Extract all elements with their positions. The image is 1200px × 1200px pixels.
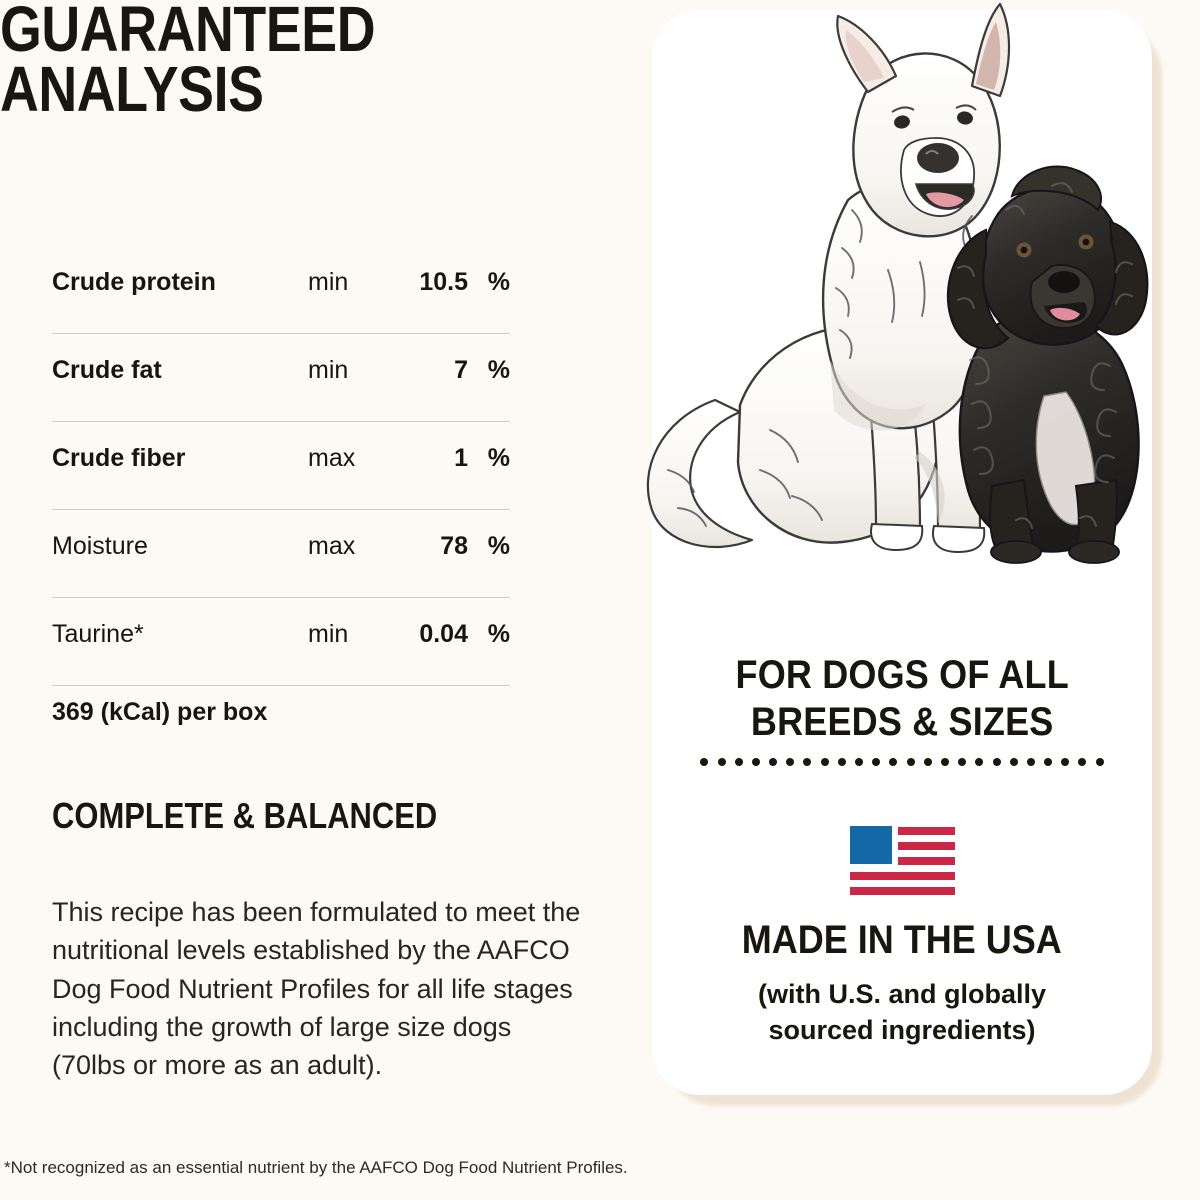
dotted-divider [652,758,1152,766]
divider-dot [769,758,778,766]
nutrient-qualifier: min [308,356,349,384]
nutrient-value: 1 [454,444,468,472]
flag-stripe [897,842,955,850]
nutrient-unit: % [487,356,510,384]
table-row: Crude protein min 10.5 % [52,246,510,334]
nutrient-value: 0.04 [419,620,468,648]
nutrient-qualifier: min [308,268,349,296]
divider-dot [906,758,915,766]
nutrient-unit: % [487,268,510,296]
divider-dot [1061,758,1070,766]
divider-dot [734,758,743,766]
flag-canton [849,826,892,864]
nutrient-value: 10.5 [419,268,468,296]
nutrient-value: 78 [440,532,468,560]
flag-stripe [897,827,955,835]
divider-dot [751,758,760,766]
nutrient-label: Crude protein [52,268,216,296]
divider-dot [837,758,846,766]
divider-dot [958,758,967,766]
divider-dot [1095,758,1104,766]
made-in-usa-subtitle: (with U.S. and globally sourced ingredie… [757,979,1046,1046]
card-headline: FOR DOGS OF ALL BREEDS & SIZES [652,605,1152,747]
complete-balanced-heading: COMPLETE & BALANCED [52,795,438,836]
nutrient-qualifier: max [308,444,356,472]
made-in-usa-text: MADE IN THE USA [741,918,1063,962]
divider-dot [855,758,864,766]
divider-dot [1044,758,1053,766]
nutrient-unit: % [487,620,510,648]
divider-dot [889,758,898,766]
nutrient-unit: % [487,444,510,472]
guaranteed-analysis-table: Crude protein min 10.5 % Crude fat min 7… [52,246,510,686]
nutrient-label: Moisture [52,532,148,560]
complete-balanced-body: This recipe has been formulated to meet … [52,897,581,1081]
divider-dot [1026,758,1035,766]
divider-dot [975,758,984,766]
nutrient-label: Crude fat [52,356,162,384]
small-dog-figure [946,165,1149,564]
table-row: Crude fat min 7 % [52,334,510,422]
flag-stripe [849,872,955,880]
table-row: Taurine* min 0.04 % [52,598,510,686]
table-row: Crude fiber max 1 % [52,422,510,510]
divider-dot [940,758,949,766]
divider-dot [717,758,726,766]
footnote-text: *Not recognized as an essential nutrient… [4,1158,628,1177]
calorie-statement: 369 (kCal) per box [52,698,268,726]
divider-dot [803,758,812,766]
divider-dot [872,758,881,766]
usa-flag-wrapper [652,826,1152,897]
divider-dot [786,758,795,766]
nutrient-qualifier: max [308,532,356,560]
made-in-usa-title: MADE IN THE USA [652,920,1152,960]
nutrient-unit: % [487,532,510,560]
nutrient-qualifier: min [308,620,349,648]
large-dog-figure [646,2,1011,554]
divider-dot [820,758,829,766]
nutrient-label: Crude fiber [52,444,186,472]
table-row: Moisture max 78 % [52,510,510,598]
flag-stripe [849,887,955,895]
divider-dot [1009,758,1018,766]
divider-dot [923,758,932,766]
divider-dot [1078,758,1087,766]
divider-dot [992,758,1001,766]
two-dogs-illustration [620,0,1160,580]
nutrient-label: Taurine* [52,620,144,648]
page-title: GUARANTEED ANALYSIS [0,0,376,125]
usa-flag-icon [849,826,955,897]
divider-dot [700,758,709,766]
flag-stripe [897,857,955,865]
nutrient-value: 7 [454,356,468,384]
card-headline-text: FOR DOGS OF ALL BREEDS & SIZES [735,653,1069,745]
